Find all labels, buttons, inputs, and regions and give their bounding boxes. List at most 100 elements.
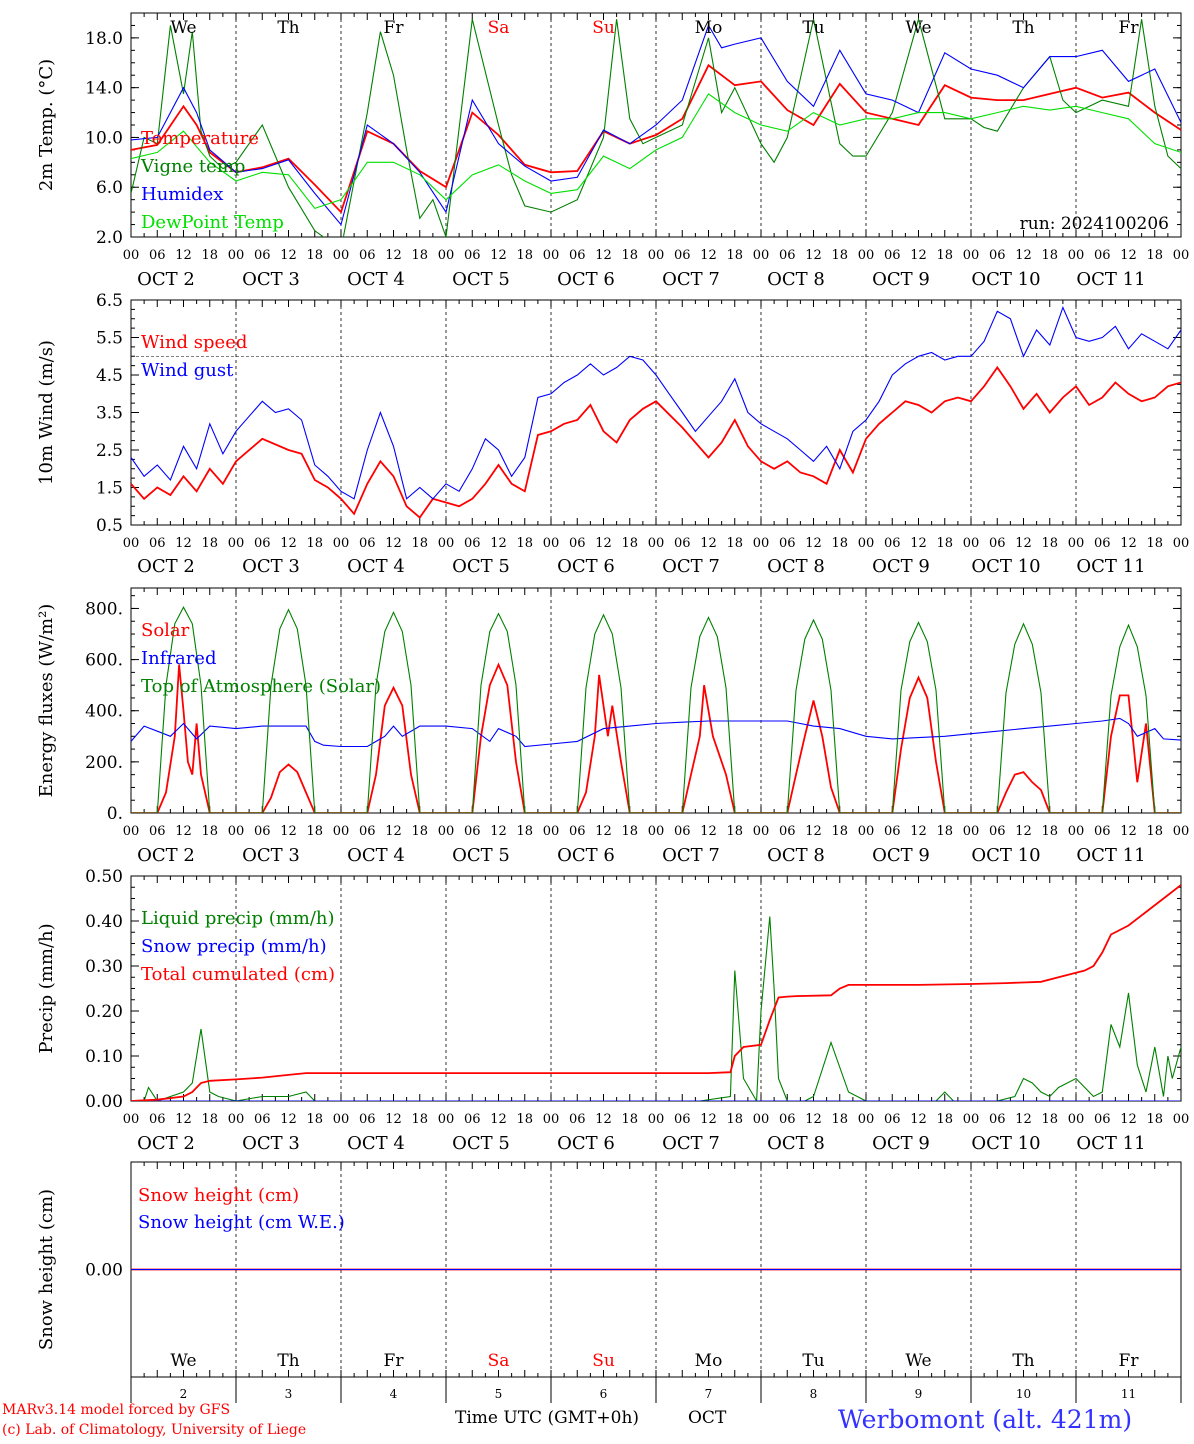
hour-tick-label: 00 [1173, 248, 1190, 263]
hour-tick-label: 00 [1173, 536, 1190, 551]
hour-tick-label: 00 [858, 824, 875, 839]
hour-tick-label: 00 [963, 824, 980, 839]
hour-tick-label: 06 [254, 248, 271, 263]
hour-tick-label: 18 [621, 824, 638, 839]
hour-tick-label: 12 [385, 248, 402, 263]
day-name: We [170, 1351, 196, 1371]
hour-tick-label: 18 [516, 248, 533, 263]
hour-tick-label: 06 [989, 248, 1006, 263]
day-number: 5 [495, 1387, 503, 1401]
hour-tick-label: 06 [149, 248, 166, 263]
day-name: Su [592, 18, 615, 38]
hour-tick-label: 00 [543, 824, 560, 839]
date-label: OCT 7 [662, 269, 720, 290]
hour-tick-label: 00 [228, 536, 245, 551]
hour-tick-label: 18 [201, 1112, 218, 1127]
date-label: OCT 3 [242, 845, 300, 866]
hour-tick-label: 00 [438, 1112, 455, 1127]
y-axis-label: Energy fluxes (W/m²) [36, 604, 57, 798]
legend-entry: Total cumulated (cm) [141, 964, 335, 985]
panel-2: 0.5 1.5 2.5 3.5 4.5 5.5 6.5 10m Wind (m/s) Wind … [36, 291, 1189, 577]
hour-tick-label: 12 [280, 824, 297, 839]
hour-tick-label: 06 [149, 536, 166, 551]
legend-entry: Liquid precip (mm/h) [141, 908, 335, 929]
date-label: OCT 3 [242, 1133, 300, 1154]
series-top-of-atmosphere-solar [131, 606, 1181, 813]
hour-tick-label: 18 [726, 248, 743, 263]
date-label: OCT 7 [662, 556, 720, 577]
station-label: Werbomont (alt. 421m) [838, 1405, 1132, 1434]
hour-tick-label: 00 [648, 824, 665, 839]
day-number: 9 [915, 1387, 923, 1401]
hour-tick-label: 00 [1068, 248, 1085, 263]
date-label: OCT 9 [872, 556, 930, 577]
hour-tick-label: 00 [753, 1112, 770, 1127]
hour-tick-label: 18 [621, 1112, 638, 1127]
day-name: Fr [1119, 1351, 1140, 1371]
y-tick-label: 0. [107, 804, 123, 824]
hour-tick-label: 18 [1146, 824, 1163, 839]
y-tick-label: 2.5 [96, 441, 123, 461]
date-label: OCT 6 [557, 1133, 615, 1154]
day-name: Th [1012, 1351, 1034, 1371]
date-label: OCT 9 [872, 269, 930, 290]
y-tick-label: 6.0 [96, 178, 123, 198]
hour-tick-label: 00 [648, 248, 665, 263]
day-name: We [905, 1351, 931, 1371]
hour-tick-label: 18 [1041, 536, 1058, 551]
date-label: OCT 5 [452, 845, 510, 866]
legend-entry: Temperature [141, 128, 259, 149]
date-label: OCT 8 [767, 269, 825, 290]
date-label: OCT 10 [971, 845, 1040, 866]
hour-tick-label: 12 [910, 824, 927, 839]
hour-tick-label: 18 [936, 1112, 953, 1127]
hour-tick-label: 18 [621, 536, 638, 551]
hour-tick-label: 06 [359, 248, 376, 263]
date-label: OCT 11 [1076, 1133, 1145, 1154]
hour-tick-label: 12 [1015, 536, 1032, 551]
hour-tick-label: 06 [569, 824, 586, 839]
date-label: OCT 4 [347, 845, 405, 866]
hour-tick-label: 12 [1015, 824, 1032, 839]
legend-entry: DewPoint Temp [141, 212, 284, 233]
hour-tick-label: 18 [831, 1112, 848, 1127]
day-name: Fr [384, 18, 405, 38]
hour-tick-label: 06 [464, 824, 481, 839]
bottom-day-axis: We Th Fr Sa Su Mo Tu We Th Fr 2 3 4 5 6 7 8 9 10 11 [130, 1351, 1182, 1403]
hour-tick-label: 18 [516, 824, 533, 839]
y-tick-label: 18.0 [85, 29, 123, 49]
series-liquid-precip-mm-h [131, 916, 1181, 1101]
series-dewpoint-temp [131, 93, 1181, 210]
hour-tick-label: 00 [963, 1112, 980, 1127]
hour-tick-label: 00 [648, 1112, 665, 1127]
date-label: OCT 2 [137, 269, 195, 290]
y-tick-label: 3.5 [96, 404, 123, 424]
day-name: Sa [488, 18, 510, 38]
date-label: OCT 9 [872, 1133, 930, 1154]
hour-tick-label: 00 [333, 1112, 350, 1127]
hour-tick-label: 00 [858, 536, 875, 551]
hour-tick-label: 18 [411, 824, 428, 839]
y-tick-label: 200. [85, 753, 123, 773]
hour-tick-label: 18 [726, 824, 743, 839]
date-label: OCT 10 [971, 269, 1040, 290]
hour-tick-label: 18 [621, 248, 638, 263]
hour-tick-label: 00 [123, 248, 140, 263]
hour-tick-label: 00 [1173, 824, 1190, 839]
hour-tick-label: 06 [464, 1112, 481, 1127]
hour-tick-label: 12 [1120, 1112, 1137, 1127]
y-axis-label: Precip (mm/h) [36, 923, 57, 1053]
legend-entry: Solar [141, 620, 190, 641]
hour-tick-label: 18 [1146, 248, 1163, 263]
hour-tick-label: 18 [516, 536, 533, 551]
hour-tick-label: 12 [1120, 248, 1137, 263]
hour-tick-label: 12 [805, 536, 822, 551]
day-name: We [170, 18, 196, 38]
hour-tick-label: 18 [201, 536, 218, 551]
date-label: OCT 2 [137, 845, 195, 866]
y-tick-label: 0.00 [85, 1092, 123, 1112]
hour-tick-label: 00 [858, 1112, 875, 1127]
hour-tick-label: 06 [884, 824, 901, 839]
day-name: Th [277, 1351, 299, 1371]
hour-tick-label: 00 [858, 248, 875, 263]
